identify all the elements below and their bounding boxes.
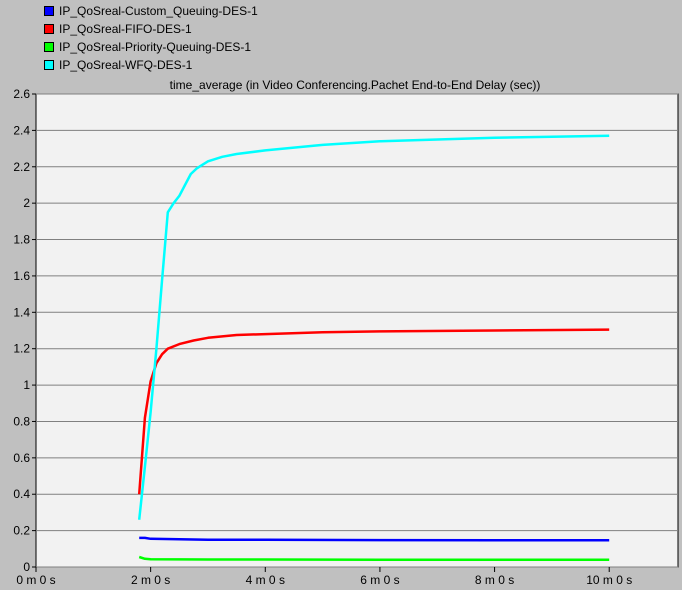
- x-tick-label: 4 m 0 s: [246, 573, 285, 587]
- legend-item-priority-queuing: IP_QoSreal-Priority-Queuing-DES-1: [44, 38, 258, 56]
- legend-item-wfq: IP_QoSreal-WFQ-DES-1: [44, 56, 258, 74]
- y-tick-label: 2.6: [13, 87, 30, 101]
- y-tick-label: 0.8: [13, 414, 30, 428]
- legend-label: IP_QoSreal-WFQ-DES-1: [59, 58, 193, 72]
- y-tick-label: 1: [23, 378, 30, 392]
- legend-label: IP_QoSreal-FIFO-DES-1: [59, 22, 192, 36]
- legend-item-fifo: IP_QoSreal-FIFO-DES-1: [44, 20, 258, 38]
- legend-item-custom-queuing: IP_QoSreal-Custom_Queuing-DES-1: [44, 2, 258, 20]
- y-tick-label: 1.6: [13, 269, 30, 283]
- gridlines: [36, 93, 678, 568]
- x-tick-label: 0 m 0 s: [16, 573, 55, 587]
- legend: IP_QoSreal-Custom_Queuing-DES-1 IP_QoSre…: [44, 2, 258, 74]
- y-tick-label: 0.6: [13, 451, 30, 465]
- y-tick-label: 1.2: [13, 342, 30, 356]
- series-line-ip-qosreal-priority-queuing-des-1: [138, 555, 610, 561]
- x-tick-label: 6 m 0 s: [360, 573, 399, 587]
- legend-swatch: [44, 6, 54, 16]
- y-tick-label: 0: [23, 560, 30, 574]
- legend-label: IP_QoSreal-Custom_Queuing-DES-1: [59, 4, 258, 18]
- series-line-ip-qosreal-wfq-des-1: [137, 134, 610, 520]
- y-tick-label: 1.4: [13, 305, 30, 319]
- y-tick-label: 2: [23, 196, 30, 210]
- y-axis-ticks: 0 0.2 0.4 0.6 0.8 1 1.2 1.4 1.6 1.8 2 2.2 2.4 2.6: [13, 87, 36, 574]
- y-tick-label: 2.2: [13, 160, 30, 174]
- legend-swatch: [44, 42, 54, 52]
- legend-swatch: [44, 24, 54, 34]
- legend-label: IP_QoSreal-Priority-Queuing-DES-1: [59, 40, 252, 54]
- series-line-ip-qosreal-fifo-des-1: [137, 328, 610, 495]
- y-tick-label: 0.4: [13, 487, 30, 501]
- x-tick-label: 8 m 0 s: [475, 573, 514, 587]
- x-axis-ticks: 0 m 0 s 2 m 0 s 4 m 0 s 6 m 0 s 8 m 0 s 10 m …: [16, 567, 632, 587]
- y-tick-label: 1.8: [13, 233, 30, 247]
- legend-swatch: [44, 60, 54, 70]
- x-tick-label: 10 m 0 s: [586, 573, 632, 587]
- y-tick-label: 0.2: [13, 524, 30, 538]
- chart-title: time_average (in Video Conferencing.Pach…: [170, 78, 541, 92]
- y-tick-label: 2.4: [13, 123, 30, 137]
- series-line-ip-qosreal-custom-queuing-des-1: [139, 536, 610, 542]
- x-tick-label: 2 m 0 s: [131, 573, 170, 587]
- series-lines: [137, 134, 610, 561]
